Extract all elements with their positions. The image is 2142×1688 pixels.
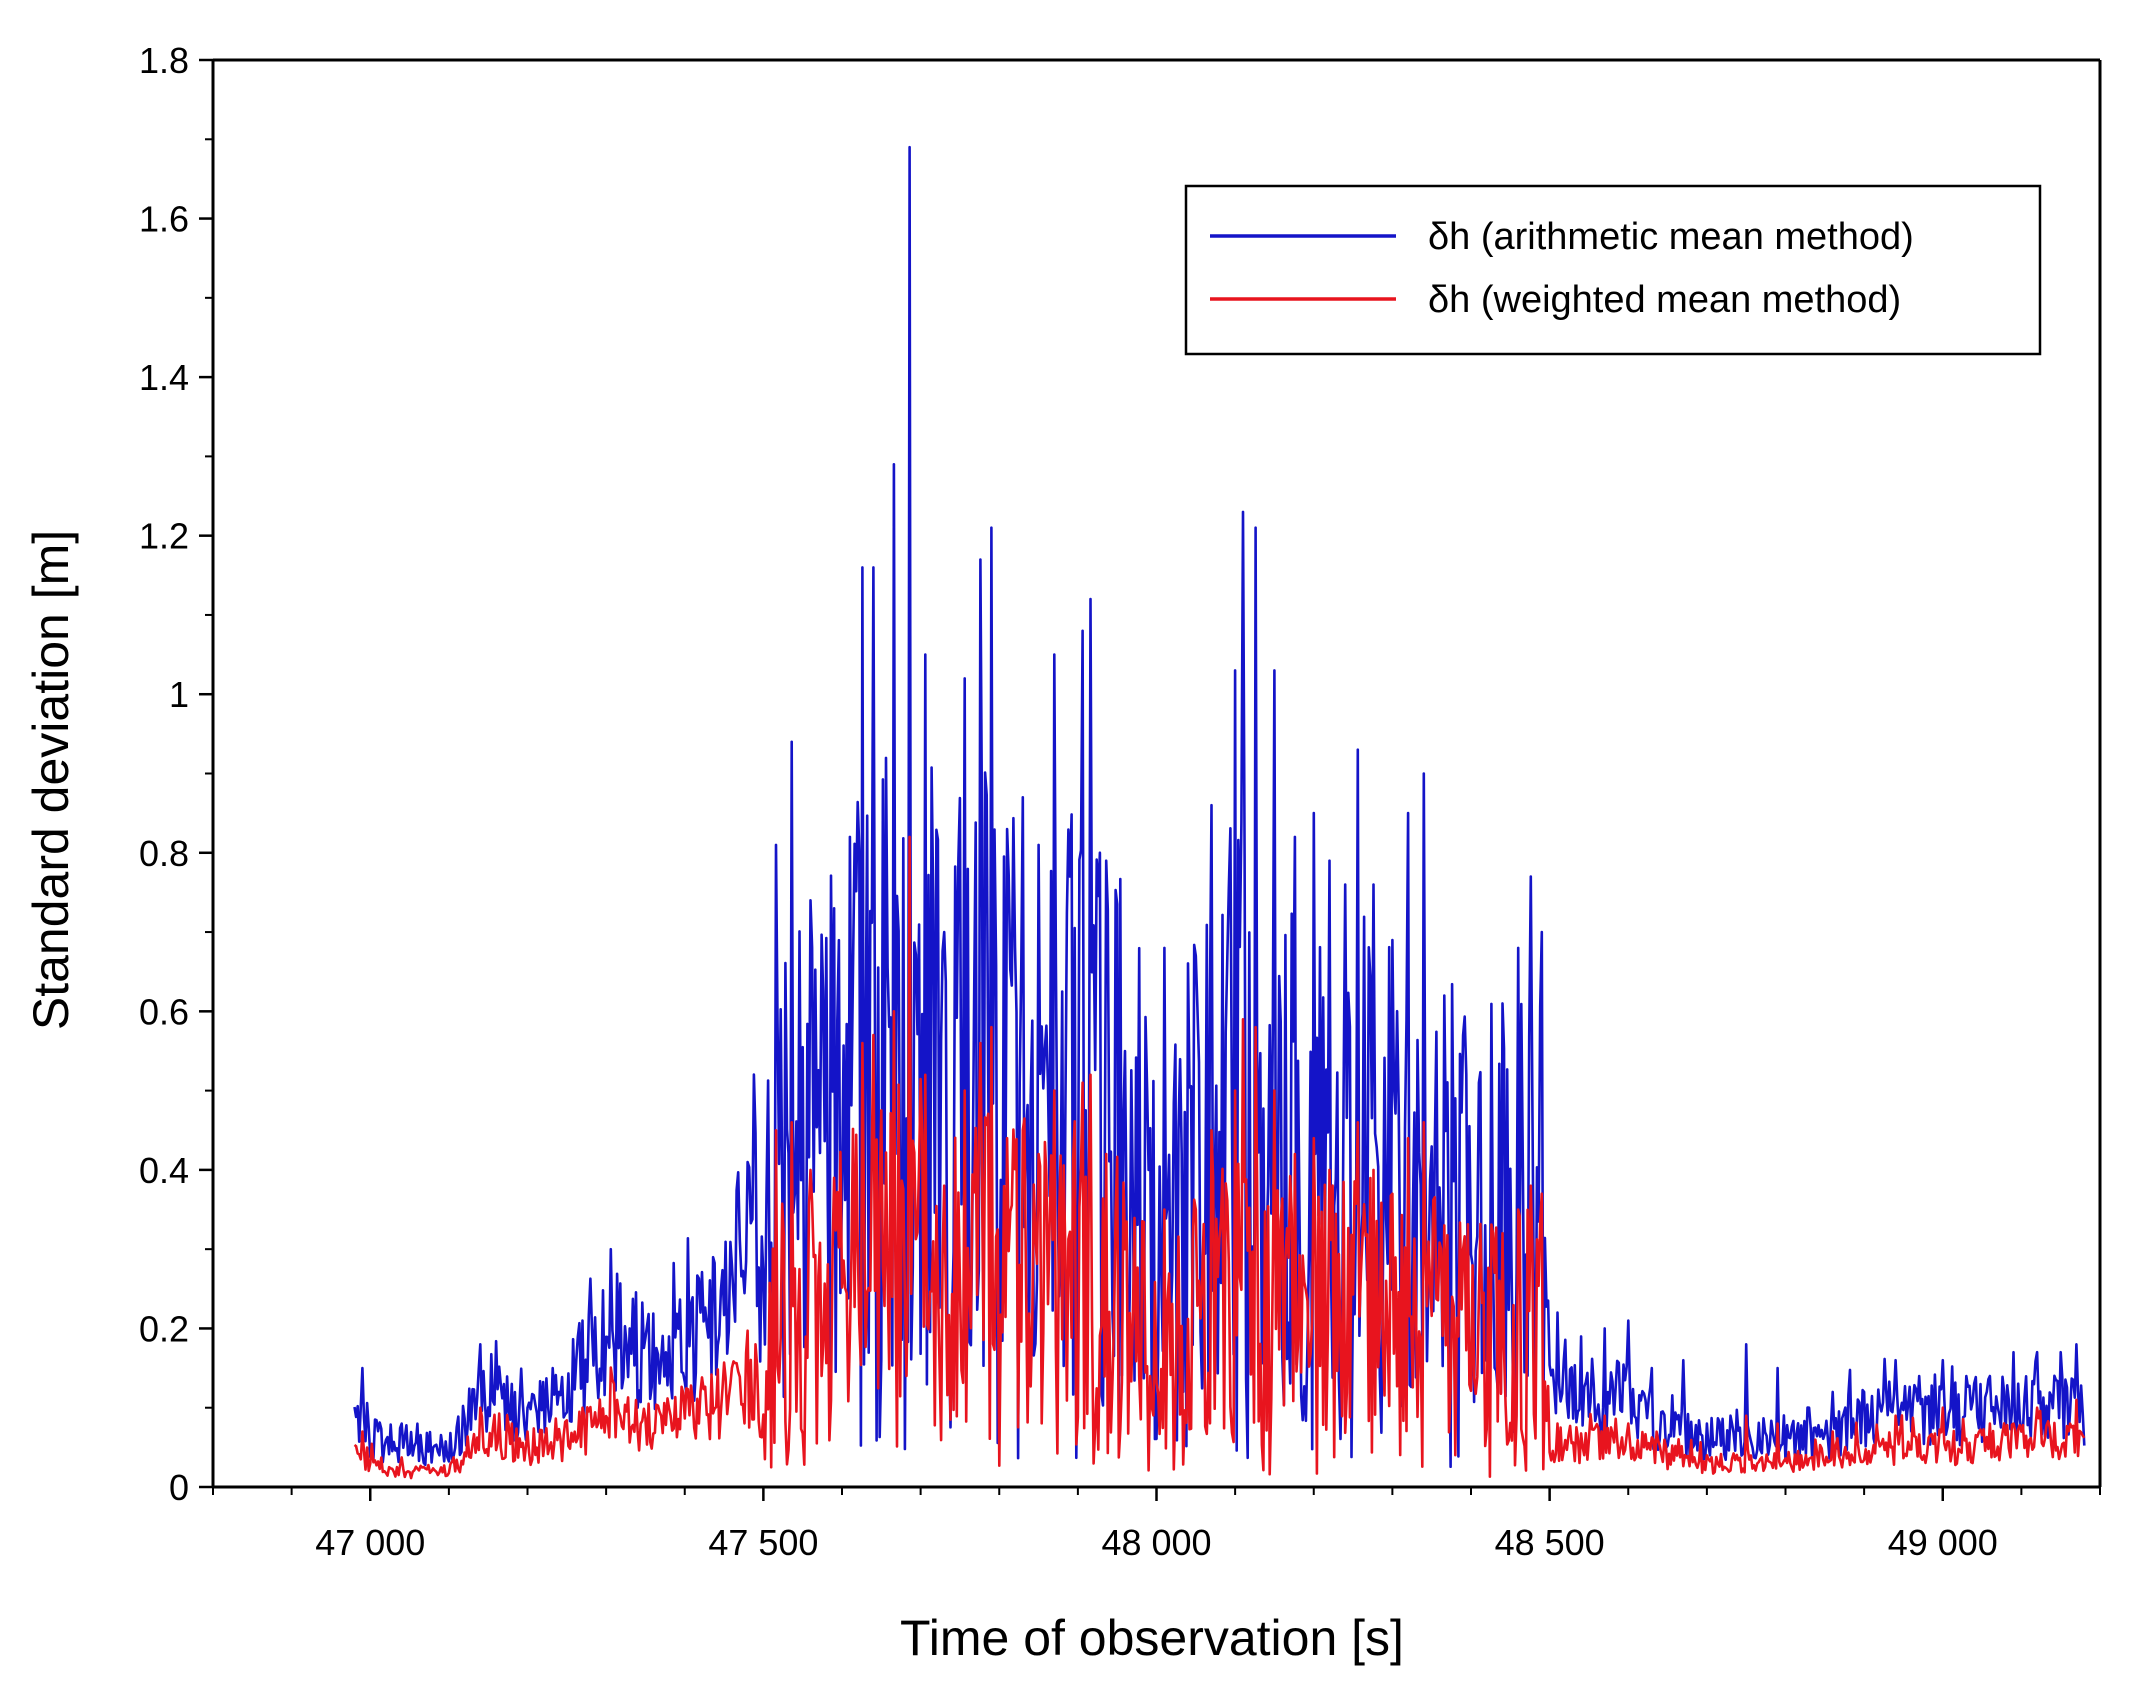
- y-axis-title: Standard deviation [m]: [23, 530, 79, 1030]
- y-tick-label: 1.8: [139, 40, 189, 81]
- y-tick-label: 1.2: [139, 516, 189, 557]
- legend-box: [1184, 184, 2042, 356]
- y-tick-label: 1: [169, 674, 189, 715]
- y-tick-label: 1.6: [139, 199, 189, 240]
- y-tick-label: 0.6: [139, 991, 189, 1032]
- y-tick-label: 0.2: [139, 1308, 189, 1349]
- y-tick-label: 1.4: [139, 357, 189, 398]
- x-tick-label: 47 000: [315, 1522, 425, 1563]
- series-line-arithmetic: [353, 145, 2086, 1468]
- series-line-weighted: [353, 835, 2086, 1480]
- x-axis-title: Time of observation [s]: [900, 1610, 1404, 1666]
- series-layer: [353, 145, 2086, 1480]
- ticks-layer: 0 0.2 0.4 0.6 0.8 1 1.2 1.4 1.6 1.8 47 000 47 500 48…: [139, 40, 2101, 1563]
- legend-label-weighted: δh (weighted mean method): [1428, 279, 1901, 321]
- legend-label-arithmetic: δh (arithmetic mean method): [1428, 216, 1914, 258]
- x-tick-label: 48 000: [1101, 1522, 1211, 1563]
- legend: δh (arithmetic mean method) δh (weighted…: [1184, 184, 2042, 356]
- x-tick-label: 48 500: [1495, 1522, 1605, 1563]
- y-tick-label: 0: [169, 1467, 189, 1508]
- y-tick-label: 0.4: [139, 1150, 189, 1191]
- y-tick-label: 0.8: [139, 833, 189, 874]
- x-tick-label: 47 500: [708, 1522, 818, 1563]
- x-tick-label: 49 000: [1888, 1522, 1998, 1563]
